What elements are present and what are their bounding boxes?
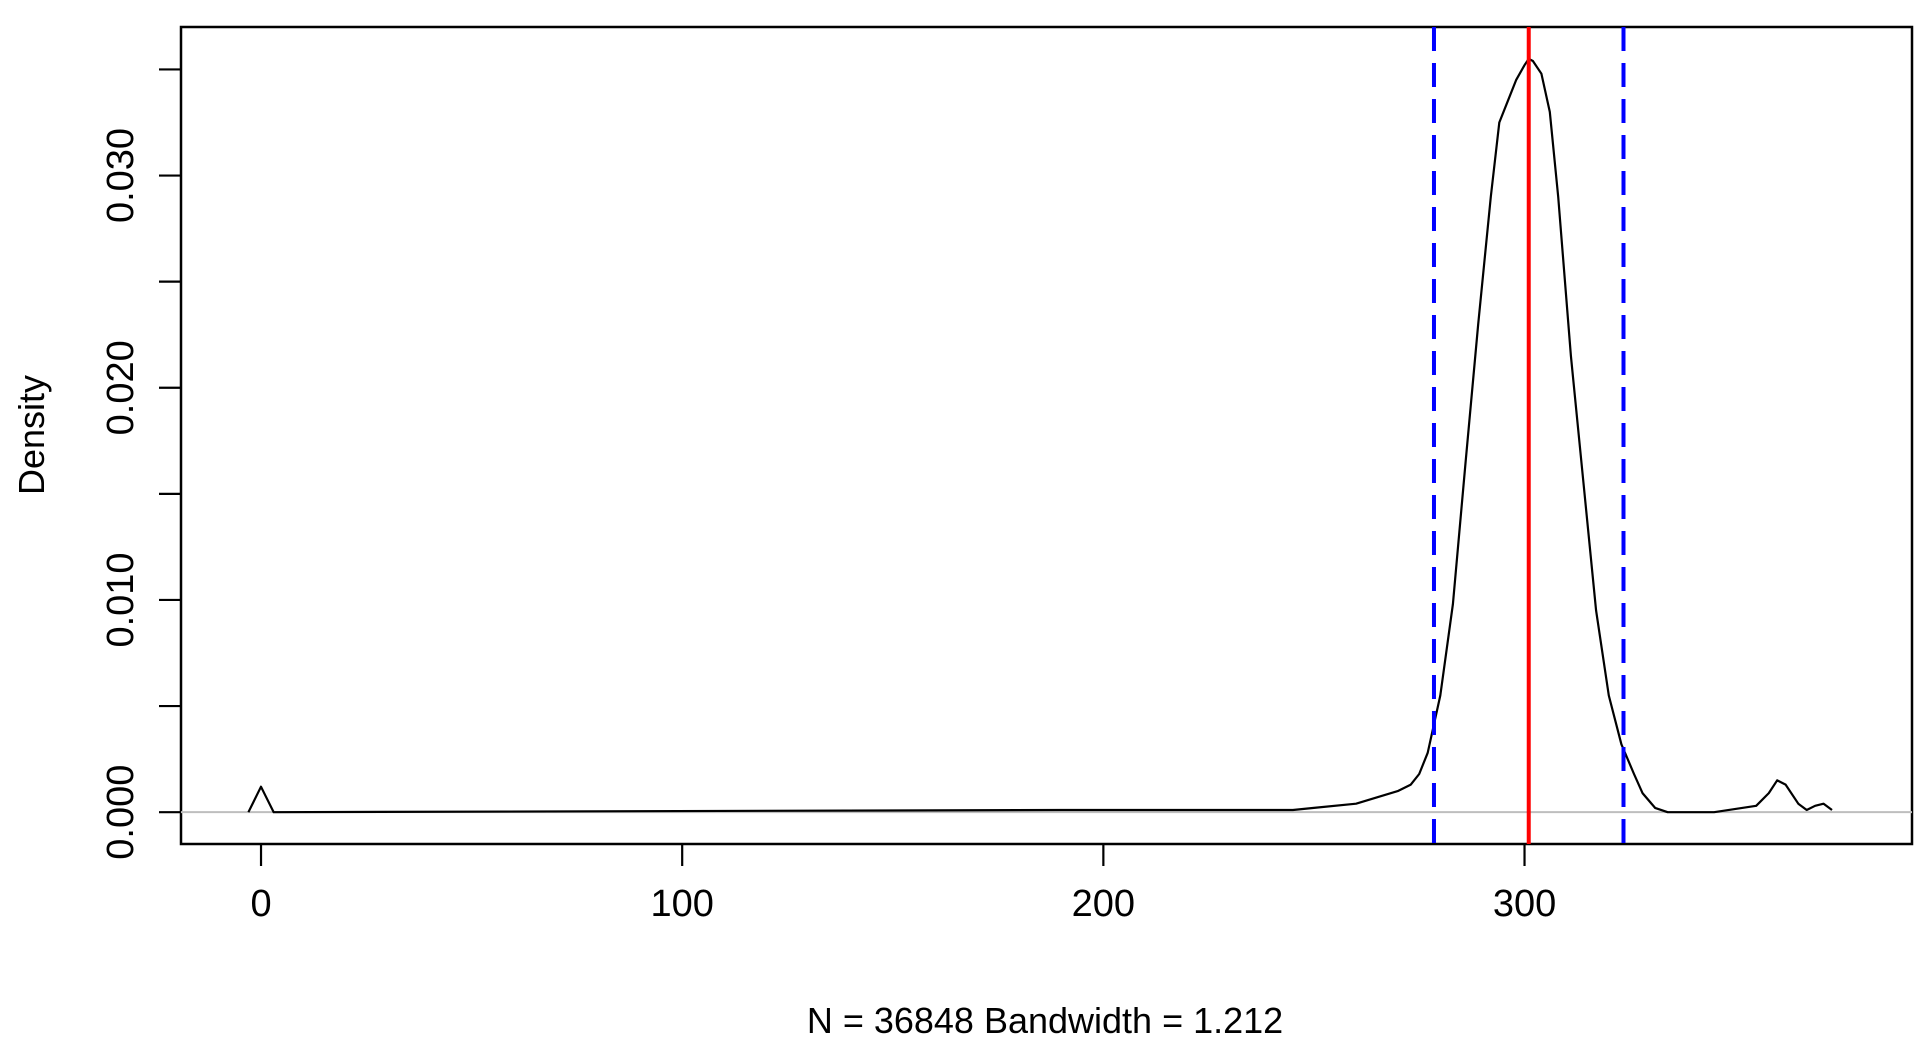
y-tick-label: 0.020 [100, 340, 142, 435]
y-tick-label: 0.010 [100, 552, 142, 647]
x-tick-label: 200 [1072, 883, 1135, 925]
density-line [247, 57, 1833, 814]
x-axis-title: N = 36848 Bandwidth = 1.212 [807, 1000, 1283, 1041]
x-axis: 0 100 200 300 [250, 844, 1556, 925]
y-axis-title: Density [11, 375, 52, 495]
x-tick-label: 300 [1493, 883, 1556, 925]
y-axis: 0.000 0.010 0.020 0.030 [100, 68, 181, 860]
x-tick-label: 100 [650, 883, 713, 925]
y-tick-label: 0.030 [100, 128, 142, 223]
x-tick-label: 0 [250, 883, 271, 925]
y-tick-label: 0.000 [100, 765, 142, 860]
plot-frame [179, 25, 1914, 846]
